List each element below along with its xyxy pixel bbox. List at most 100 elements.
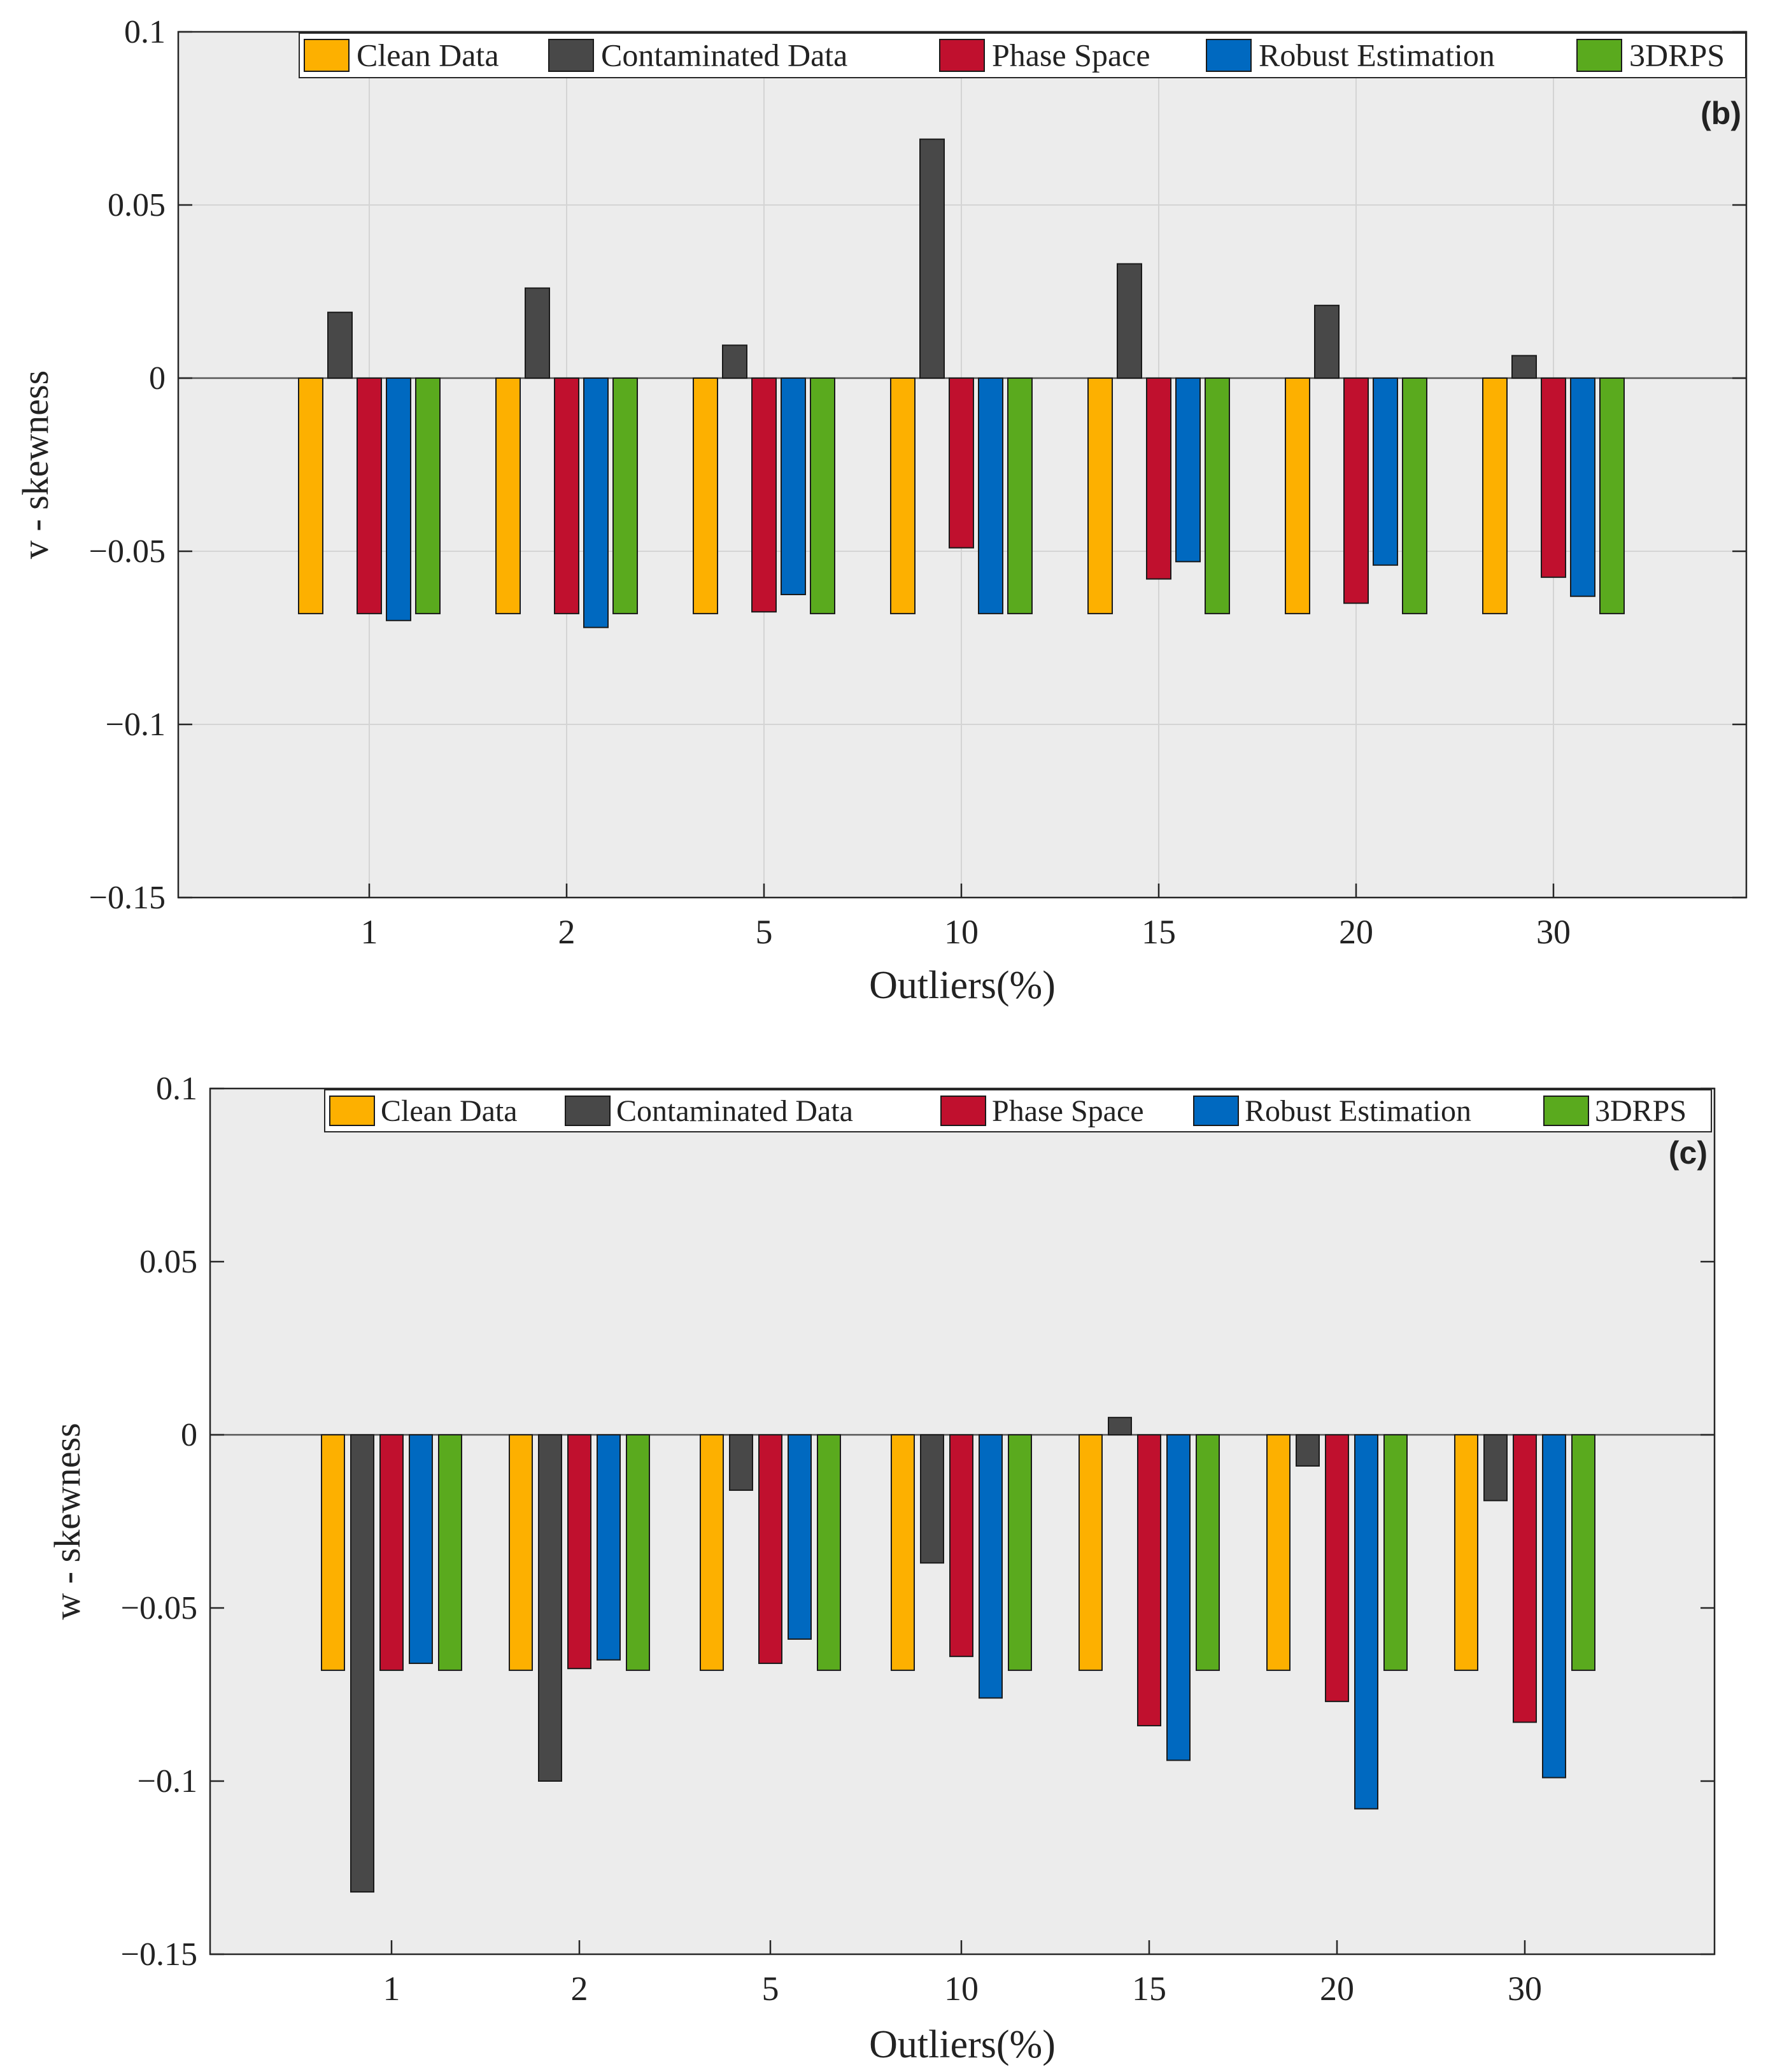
bar-phase-space-2 [567, 1434, 591, 1670]
panel-label: (b) [1701, 95, 1741, 131]
bar-clean-data-15 [1087, 377, 1113, 614]
bar-3drps-1 [415, 377, 441, 614]
panel-label: (c) [1669, 1135, 1708, 1171]
y-tick-label: −0.15 [121, 1936, 197, 1973]
bar-robust-estimation-2 [597, 1434, 621, 1661]
bar-phase-space-5 [751, 377, 777, 613]
x-axis-label: Outliers(%) [869, 964, 1056, 1007]
bar-clean-data-5 [700, 1434, 724, 1671]
chart-panel-b: 0.1 0.05 0 −0.05 −0.1 −0.15 1 2 5 10 15 20 30 Outlier… [15, 14, 1748, 1007]
y-tick-label: −0.1 [138, 1763, 197, 1800]
x-tick-label: 1 [383, 1970, 400, 2008]
y-tick-label: 0.05 [108, 187, 166, 223]
bar-3drps-15 [1196, 1434, 1220, 1671]
legend-swatch [548, 39, 594, 72]
bar-3drps-5 [817, 1434, 841, 1671]
y-tick-label: −0.1 [106, 707, 166, 743]
bar-phase-space-15 [1137, 1434, 1161, 1726]
bar-robust-estimation-10 [978, 377, 1003, 614]
bar-clean-data-20 [1285, 377, 1310, 614]
x-tick-label: 15 [1142, 913, 1176, 951]
y-tick-label: 0.1 [124, 14, 166, 50]
bar-3drps-2 [626, 1434, 650, 1671]
x-tick-label: 10 [944, 913, 979, 951]
y-tick-label: −0.15 [89, 880, 166, 916]
bar-phase-space-15 [1146, 377, 1171, 580]
legend-label: Clean Data [357, 38, 499, 73]
x-axis-label: Outliers(%) [869, 2023, 1056, 2066]
bar-phase-space-1 [357, 377, 382, 614]
x-tick-label: 5 [756, 913, 773, 951]
legend-swatch [939, 39, 985, 72]
x-tick-label: 10 [944, 1970, 979, 2008]
bar-3drps-15 [1205, 377, 1230, 614]
bar-clean-data-10 [890, 377, 916, 614]
bar-phase-space-20 [1343, 377, 1369, 604]
bar-clean-data-1 [321, 1434, 345, 1671]
legend-label: Contaminated Data [616, 1094, 853, 1128]
bar-3drps-30 [1599, 377, 1625, 614]
x-tick-label: 1 [361, 913, 378, 951]
axes-box [209, 1087, 1716, 1956]
legend-label: Clean Data [381, 1094, 518, 1128]
legend-label: Phase Space [992, 1094, 1144, 1128]
x-tick-label: 20 [1339, 913, 1373, 951]
bar-contaminated-data-30 [1483, 1434, 1508, 1502]
bar-3drps-1 [438, 1434, 462, 1671]
bar-contaminated-data-2 [538, 1434, 562, 1782]
x-tick-label: 2 [558, 913, 576, 951]
bar-contaminated-data-2 [525, 287, 550, 379]
legend-label: Robust Estimation [1245, 1094, 1471, 1128]
bar-clean-data-2 [495, 377, 521, 614]
bar-phase-space-10 [949, 377, 974, 549]
bar-phase-space-1 [379, 1434, 404, 1671]
bar-3drps-2 [612, 377, 638, 614]
bar-contaminated-data-20 [1314, 304, 1340, 379]
bar-contaminated-data-15 [1117, 263, 1142, 379]
bar-3drps-20 [1383, 1434, 1408, 1671]
y-tick-label: −0.05 [121, 1590, 197, 1626]
bar-contaminated-data-10 [920, 1434, 944, 1564]
x-tick-label: 20 [1320, 1970, 1354, 2008]
bar-clean-data-20 [1266, 1434, 1291, 1671]
y-tick-label: 0 [149, 360, 166, 397]
legend-label: Robust Estimation [1259, 38, 1495, 73]
x-tick-label: 30 [1536, 913, 1571, 951]
bar-clean-data-30 [1482, 377, 1508, 614]
legend-box [324, 1089, 1712, 1132]
legend-swatch [1206, 39, 1252, 72]
bar-robust-estimation-10 [979, 1434, 1003, 1699]
legend-label: Contaminated Data [601, 38, 847, 73]
bar-clean-data-30 [1454, 1434, 1478, 1671]
legend-swatch [940, 1096, 986, 1126]
y-axis-label: v - skewness [15, 370, 56, 559]
y-tick-label: 0.1 [156, 1071, 197, 1107]
bar-contaminated-data-1 [350, 1434, 374, 1893]
bar-3drps-5 [810, 377, 835, 614]
bar-phase-space-30 [1513, 1434, 1537, 1723]
bar-robust-estimation-1 [386, 377, 411, 621]
bar-robust-estimation-30 [1570, 377, 1595, 597]
bar-phase-space-20 [1325, 1434, 1349, 1702]
x-tick-label: 15 [1132, 1970, 1166, 2008]
bar-clean-data-15 [1078, 1434, 1103, 1671]
bar-phase-space-2 [554, 377, 579, 614]
legend-swatch [329, 1096, 375, 1126]
bar-clean-data-10 [891, 1434, 915, 1671]
bar-robust-estimation-15 [1166, 1434, 1191, 1761]
legend-swatch [565, 1096, 611, 1126]
bar-clean-data-1 [298, 377, 323, 614]
bar-robust-estimation-30 [1542, 1434, 1566, 1779]
x-tick-label: 2 [571, 1970, 588, 2008]
bar-3drps-10 [1007, 377, 1033, 614]
bar-robust-estimation-5 [788, 1434, 812, 1640]
bar-robust-estimation-20 [1354, 1434, 1378, 1810]
x-tick-label: 5 [762, 1970, 779, 2008]
bar-3drps-30 [1571, 1434, 1595, 1671]
bar-contaminated-data-20 [1296, 1434, 1320, 1467]
bar-robust-estimation-2 [583, 377, 609, 628]
bar-clean-data-5 [693, 377, 718, 614]
axes-box [177, 31, 1748, 899]
y-tick-label: 0 [181, 1417, 197, 1453]
